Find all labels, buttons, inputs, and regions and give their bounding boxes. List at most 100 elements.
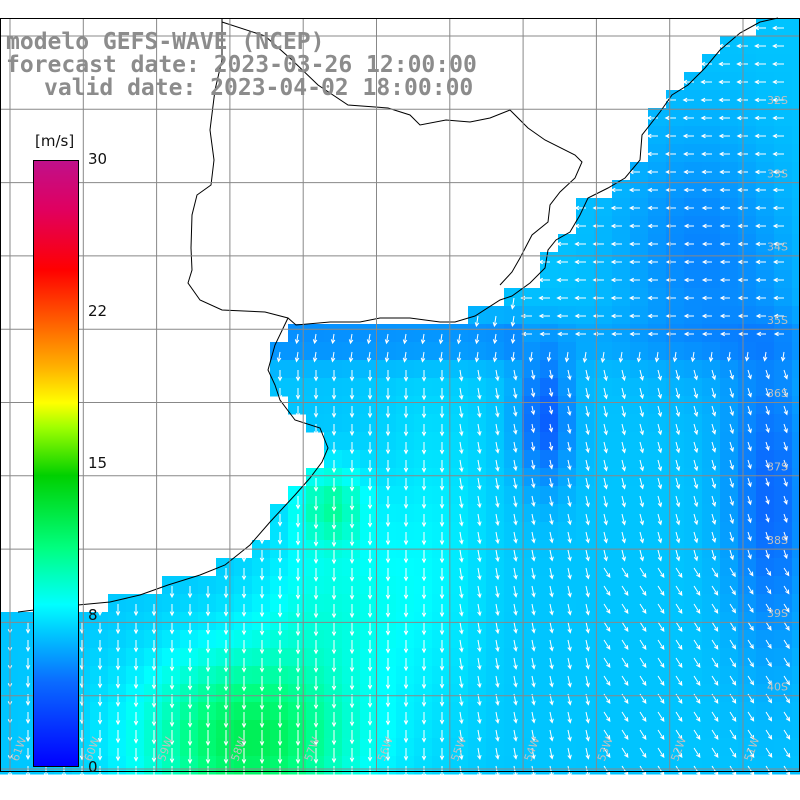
- wind-arrow: [421, 388, 427, 401]
- wind-cell: [792, 306, 800, 325]
- wind-cell: [432, 342, 451, 361]
- wind-arrow: [585, 387, 590, 400]
- wind-arrow: [25, 712, 31, 724]
- wind-cell: [378, 576, 397, 595]
- wind-arrow: [421, 496, 427, 509]
- wind-cell: [162, 576, 181, 595]
- wind-cell: [522, 702, 541, 721]
- wind-arrow: [567, 585, 572, 598]
- wind-arrow: [403, 514, 409, 528]
- wind-arrow: [259, 586, 265, 599]
- wind-arrow: [313, 406, 319, 418]
- wind-cell: [558, 594, 577, 613]
- wind-arrow: [783, 711, 791, 722]
- wind-arrow: [205, 658, 211, 673]
- wind-arrow: [700, 115, 712, 121]
- wind-arrow: [367, 568, 373, 582]
- wind-cell: [342, 504, 361, 523]
- wind-arrow: [349, 532, 355, 547]
- wind-arrow: [348, 351, 354, 363]
- wind-cell: [684, 270, 703, 289]
- wind-cell: [648, 234, 667, 253]
- wind-arrow: [603, 747, 611, 759]
- wind-cell: [270, 360, 289, 379]
- wind-arrow: [439, 640, 445, 654]
- wind-cell: [540, 342, 559, 361]
- wind-arrow: [403, 370, 409, 382]
- wind-arrow: [693, 603, 701, 615]
- wind-cell: [576, 720, 595, 739]
- wind-arrow: [765, 549, 770, 560]
- wind-arrow: [647, 331, 658, 337]
- wind-arrow: [295, 568, 301, 582]
- wind-cell: [756, 594, 775, 613]
- wind-cell: [558, 630, 577, 649]
- wind-arrow: [549, 639, 554, 652]
- wind-cell: [720, 612, 739, 631]
- wind-arrow: [729, 621, 736, 632]
- wind-arrow: [97, 622, 103, 635]
- wind-arrow: [187, 658, 193, 672]
- wind-arrow: [783, 513, 788, 523]
- wind-arrow: [295, 658, 301, 673]
- wind-arrow: [295, 532, 301, 546]
- wind-cell: [684, 756, 703, 775]
- wind-arrow: [313, 478, 319, 492]
- wind-cell: [162, 684, 181, 703]
- wind-cell: [324, 342, 343, 361]
- wind-arrow: [693, 423, 699, 436]
- wind-cell: [414, 360, 433, 379]
- wind-arrow: [755, 277, 766, 283]
- wind-cell: [558, 324, 577, 343]
- wind-cell: [270, 702, 289, 721]
- wind-cell: [486, 576, 505, 595]
- wind-arrow: [755, 313, 766, 319]
- wind-cell: [594, 216, 613, 235]
- wind-cell: [216, 702, 235, 721]
- wind-cell: [648, 270, 667, 289]
- wind-arrow: [295, 514, 301, 528]
- wind-cell: [648, 198, 667, 217]
- wind-arrow: [701, 187, 712, 193]
- wind-cell: [540, 396, 559, 415]
- wind-cell: [522, 720, 541, 739]
- wind-arrow: [331, 442, 337, 455]
- wind-arrow: [259, 712, 265, 729]
- wind-arrow: [459, 585, 464, 599]
- wind-cell: [702, 414, 721, 433]
- wind-arrow: [459, 513, 464, 527]
- wind-arrow: [277, 604, 283, 618]
- wind-arrow: [549, 531, 554, 544]
- wind-cell: [144, 720, 163, 739]
- wind-arrow: [402, 333, 408, 345]
- wind-arrow: [513, 675, 518, 688]
- wind-cell: [666, 108, 685, 127]
- wind-cell: [702, 396, 721, 415]
- wind-arrow: [556, 241, 568, 247]
- wind-cell: [558, 306, 577, 325]
- wind-arrow: [783, 495, 788, 505]
- wind-cell: [504, 738, 523, 757]
- wind-cell: [162, 648, 181, 667]
- wind-cell: [270, 648, 289, 667]
- wind-cell: [576, 324, 595, 343]
- wind-arrow: [765, 387, 770, 398]
- wind-arrow: [403, 622, 409, 636]
- wind-arrow: [621, 441, 626, 454]
- wind-arrow: [241, 658, 247, 673]
- wind-arrow: [754, 97, 766, 103]
- wind-arrow: [477, 549, 482, 563]
- wind-arrow: [548, 405, 554, 415]
- wind-arrow: [115, 766, 121, 780]
- wind-cell: [126, 648, 145, 667]
- wind-arrow: [657, 711, 665, 723]
- wind-arrow: [567, 423, 572, 435]
- wind-arrow: [603, 567, 611, 579]
- wind-cell: [198, 720, 217, 739]
- wind-arrow: [477, 747, 482, 760]
- coastline: [17, 17, 779, 613]
- wind-arrow: [367, 676, 373, 690]
- wind-arrow: [783, 387, 788, 398]
- wind-arrow: [585, 711, 590, 724]
- wind-arrow: [151, 658, 157, 672]
